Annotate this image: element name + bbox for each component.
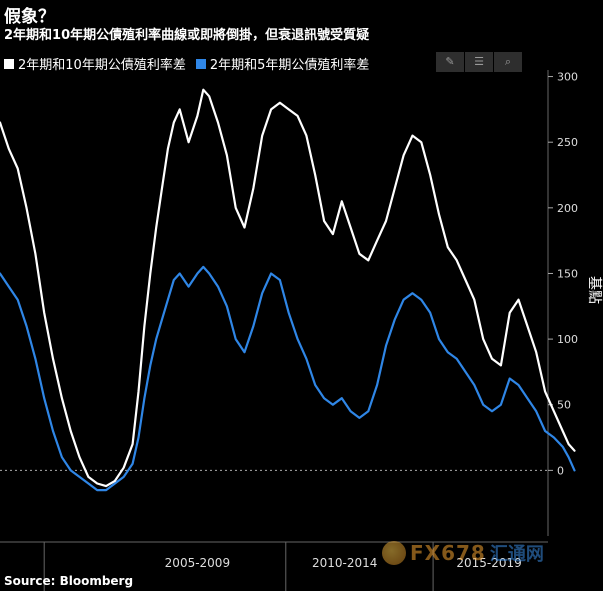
- legend-swatch-2s5s: [195, 58, 206, 69]
- x-tick-label: 2005-2009: [165, 556, 230, 570]
- chart-series: [0, 88, 576, 492]
- legend-item-2s5s[interactable]: 2年期和5年期公債殖利率差: [195, 54, 370, 73]
- source-note: Source: Bloomberg: [4, 574, 134, 588]
- y-tick-label: 200: [557, 202, 578, 215]
- y-tick-label: 0: [557, 464, 564, 477]
- chart-toolbar: ✎ ☰ ⌕: [436, 52, 522, 72]
- watermark-latin: FX678: [410, 541, 486, 565]
- watermark: FX678 汇通网: [382, 540, 544, 566]
- legend-label-2s10s: 2年期和10年期公債殖利率差: [18, 58, 186, 73]
- y-tick-label: 100: [557, 333, 578, 346]
- legend-swatch-2s10s: [4, 58, 14, 69]
- draw-icon[interactable]: ✎: [436, 52, 464, 72]
- y-tick-label: 50: [557, 399, 571, 412]
- search-icon[interactable]: ⌕: [494, 52, 522, 72]
- x-tick-label: 2015-2019: [456, 556, 521, 570]
- chart-title: 假象？: [4, 7, 55, 27]
- legend-item-2s10s[interactable]: 2年期和10年期公債殖利率差: [4, 54, 186, 73]
- chart-legend: 2年期和10年期公債殖利率差 2年期和5年期公債殖利率差: [4, 54, 369, 73]
- watermark-cn: 汇通网: [489, 544, 544, 565]
- series-line-2s5s: [0, 265, 576, 492]
- y-tick-label: 300: [557, 71, 578, 84]
- watermark-logo-icon: [382, 541, 406, 565]
- legend-label-2s5s: 2年期和5年期公債殖利率差: [209, 58, 370, 73]
- chart-axes: 0 50 100 150 200 250 300 2005-2009 2010-2014 2015…: [0, 70, 578, 591]
- list-icon[interactable]: ☰: [465, 52, 493, 72]
- chart-subtitle: 2年期和10年期公債殖利率曲線或即將倒掛，但衰退訊號受質疑: [4, 28, 370, 43]
- y-axis-label: 基點: [586, 276, 603, 304]
- x-tick-label: 2010-2014: [312, 556, 377, 570]
- series-line-2s10s: [0, 88, 576, 488]
- y-tick-label: 250: [557, 136, 578, 149]
- y-tick-label: 150: [557, 267, 578, 280]
